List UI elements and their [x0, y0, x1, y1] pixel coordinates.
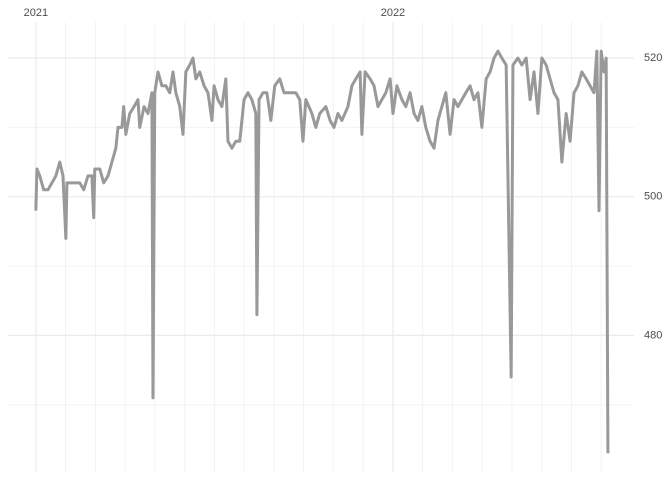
y-tick-label: 500 — [644, 191, 662, 203]
x-tick-label: 2022 — [381, 7, 405, 19]
line — [34, 49, 610, 454]
y-tick-label: 520 — [644, 52, 662, 64]
y-tick-label: 480 — [644, 329, 662, 341]
x-tick-label: 2021 — [24, 7, 48, 19]
